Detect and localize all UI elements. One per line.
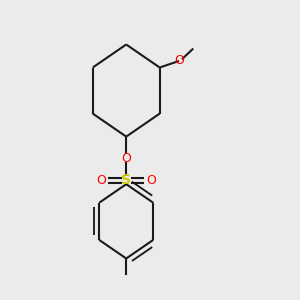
Text: O: O <box>146 174 156 187</box>
Text: O: O <box>96 174 106 187</box>
Text: S: S <box>121 173 131 187</box>
Text: O: O <box>174 55 184 68</box>
Text: O: O <box>121 152 131 164</box>
